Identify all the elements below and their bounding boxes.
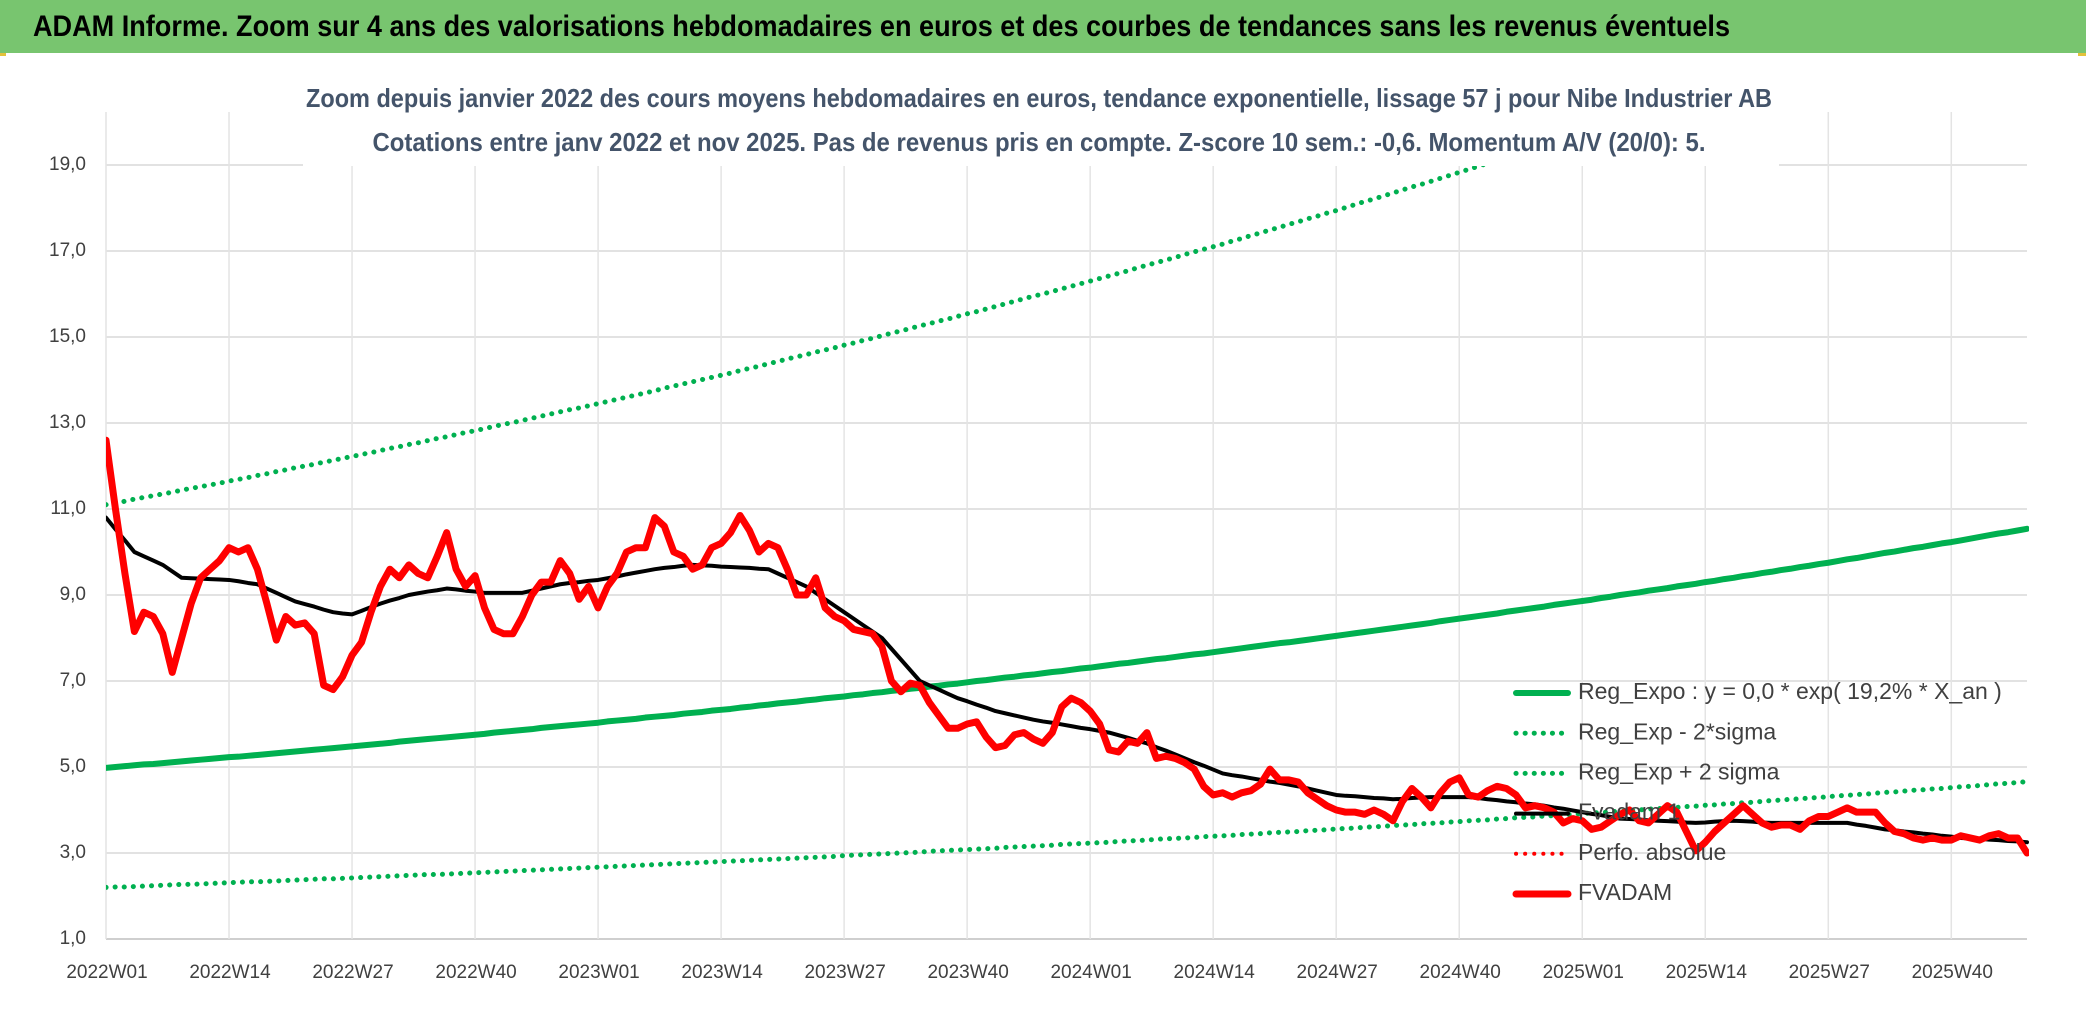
corner-mark xyxy=(0,53,6,56)
series-line xyxy=(106,779,2029,890)
x-tick-label: 2025W27 xyxy=(1789,962,1870,983)
y-tick-label: 9,0 xyxy=(60,584,86,605)
x-tick-label: 2025W40 xyxy=(1912,962,1993,983)
legend: Reg_Expo : y = 0,0 * exp( 19,2% * X_an )… xyxy=(1512,678,2002,905)
grid: 1,0 3,0 5,0 7,0 9,0 11,0 13,0 15,0 17,0 19,0 2022W… xyxy=(49,112,2027,983)
x-tick-label: 2023W14 xyxy=(681,962,763,983)
y-tick-label: 3,0 xyxy=(60,842,86,863)
series-line xyxy=(106,436,2029,857)
x-tick-label: 2022W40 xyxy=(435,962,516,983)
legend-label: Reg_Expo : y = 0,0 * exp( 19,2% * X_an ) xyxy=(1578,678,2002,704)
header-bar xyxy=(0,0,2086,53)
subtitle-box xyxy=(303,80,1779,166)
x-tick-label: 2023W27 xyxy=(804,962,885,983)
y-tick-label: 7,0 xyxy=(60,670,86,691)
y-tick-label: 13,0 xyxy=(49,412,86,433)
series xyxy=(106,122,2029,890)
y-tick-label: 17,0 xyxy=(49,240,86,261)
series-line xyxy=(106,525,2029,771)
x-tick-label: 2024W27 xyxy=(1297,962,1378,983)
header-title: ADAM Informe. Zoom sur 4 ans des valoris… xyxy=(33,10,1730,43)
corner-mark xyxy=(2078,53,2086,56)
y-tick-label: 5,0 xyxy=(60,756,86,777)
subtitle: Zoom depuis janvier 2022 des cours moyen… xyxy=(306,83,1772,113)
legend-label: FVADAM xyxy=(1578,879,1672,905)
legend-label: Perfo. absolue xyxy=(1578,839,1726,865)
x-tick-label: 2022W27 xyxy=(312,962,393,983)
x-tick-label: 2024W40 xyxy=(1420,962,1501,983)
legend-label: Reg_Exp - 2*sigma xyxy=(1578,718,1776,744)
y-tick-label: 15,0 xyxy=(49,326,86,347)
y-tick-label: 19,0 xyxy=(49,154,86,175)
x-tick-label: 2024W14 xyxy=(1174,962,1256,983)
series-line xyxy=(106,515,2029,845)
y-tick-label: 1,0 xyxy=(60,928,86,949)
legend-label: Reg_Exp + 2 sigma xyxy=(1578,758,1780,784)
x-tick-label: 2024W01 xyxy=(1050,962,1131,983)
x-tick-label: 2023W01 xyxy=(558,962,639,983)
x-tick-label: 2025W14 xyxy=(1666,962,1748,983)
series-line xyxy=(106,122,1622,508)
x-tick-label: 2022W14 xyxy=(189,962,271,983)
subtitle: Cotations entre janv 2022 et nov 2025. P… xyxy=(373,127,1706,157)
x-tick-label: 2025W01 xyxy=(1543,962,1624,983)
x-tick-label: 2023W40 xyxy=(927,962,1008,983)
legend-label: Fvadam 1 xyxy=(1578,799,1680,825)
x-tick-label: 2022W01 xyxy=(66,962,147,983)
y-tick-label: 11,0 xyxy=(50,498,86,519)
